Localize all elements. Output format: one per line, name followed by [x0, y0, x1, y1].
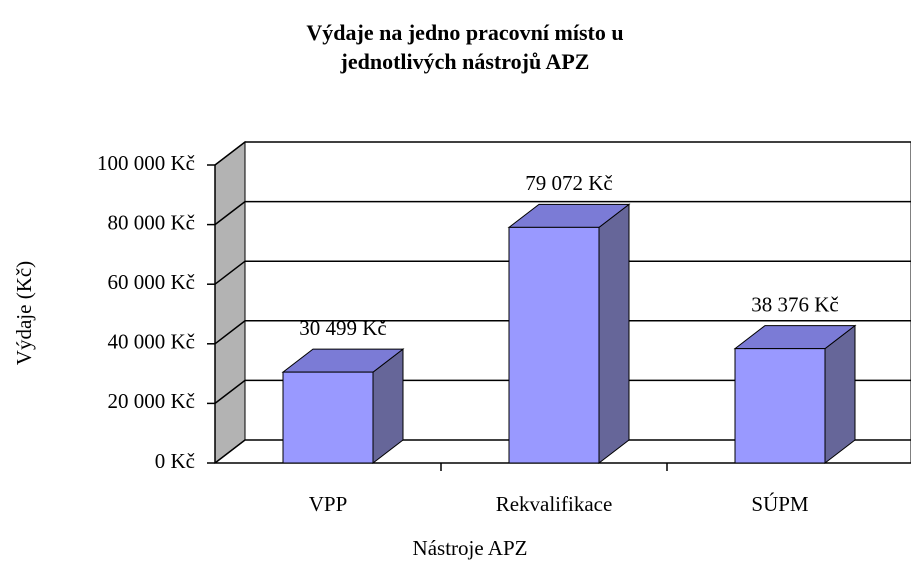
- y-tick-label: 40 000 Kč: [108, 330, 196, 354]
- grid-line: [214, 379, 911, 404]
- x-tick-label: Rekvalifikace: [496, 492, 613, 516]
- bar-front: [282, 371, 374, 464]
- grid-line: [214, 260, 911, 285]
- x-tick-label: SÚPM: [751, 492, 809, 516]
- bar: [281, 348, 405, 465]
- x-tick-label: VPP: [309, 492, 348, 516]
- grid-line: [214, 141, 911, 166]
- bar-front: [508, 226, 600, 464]
- y-tick-label: 0 Kč: [155, 449, 195, 473]
- grid-line: [214, 439, 911, 464]
- y-tick-label: 20 000 Kč: [108, 389, 196, 413]
- bar-side: [598, 203, 630, 465]
- y-tick-label: 80 000 Kč: [108, 210, 196, 234]
- grid-line: [214, 200, 911, 226]
- side-wall: [214, 140, 246, 465]
- y-tick-label: 60 000 Kč: [108, 270, 196, 294]
- bar: [507, 203, 631, 465]
- data-label: 38 376 Kč: [751, 292, 839, 316]
- y-axis-title: Výdaje (Kč): [12, 261, 36, 365]
- y-tick-label: 100 000 Kč: [97, 151, 195, 175]
- bar: [733, 324, 857, 465]
- bar-front: [734, 348, 826, 464]
- data-label: 30 499 Kč: [299, 316, 387, 340]
- x-axis-title: Nástroje APZ: [413, 536, 528, 560]
- chart-title: Výdaje na jedno pracovní místo u jednotl…: [306, 20, 624, 74]
- grid-line: [214, 320, 911, 345]
- data-label: 79 072 Kč: [525, 171, 613, 195]
- bar-side: [824, 324, 856, 465]
